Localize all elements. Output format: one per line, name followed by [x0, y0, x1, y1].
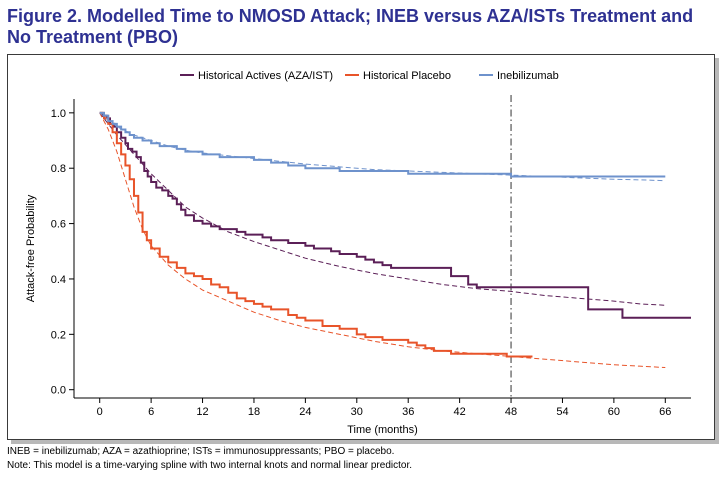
y-tick-label: 0.4 [51, 274, 66, 286]
historical-actives-aza-ist-model-fit-line [99, 112, 666, 306]
series-group [99, 111, 691, 369]
chart-frame: Historical Actives (AZA/IST) Historical P… [7, 54, 715, 440]
legend-label-inebilizumab: Inebilizumab [497, 70, 559, 82]
x-tick-label: 48 [505, 406, 517, 418]
x-axis-title: Time (months) [347, 424, 418, 436]
legend-label-historical-placebo: Historical Placebo [363, 70, 451, 82]
figure-title: Figure 2. Modelled Time to NMOSD Attack;… [7, 6, 694, 47]
footnote-model-note: Note: This model is a time-varying splin… [7, 460, 412, 471]
y-axis-title: Attack-free Probability [25, 194, 37, 302]
y-tick-label: 0.6 [51, 219, 66, 231]
x-tick-label: 36 [402, 406, 414, 418]
x-tick-label: 54 [556, 406, 568, 418]
x-tick-label: 12 [196, 406, 208, 418]
x-tick-label: 42 [454, 406, 466, 418]
y-tick-label: 0.0 [51, 385, 66, 397]
y-ticks: 0.0 0.2 0.4 0.6 0.8 1.0 [51, 108, 74, 397]
x-ticks: 0 6 12 18 24 30 36 42 48 54 60 66 [97, 398, 671, 418]
historical-placebo-model-fit-line [99, 112, 666, 369]
x-tick-label: 6 [148, 406, 154, 418]
x-tick-label: 66 [659, 406, 671, 418]
x-tick-label: 18 [248, 406, 260, 418]
inebilizumab-observed-line [99, 111, 666, 178]
legend-label-historical-actives-aza-ist: Historical Actives (AZA/IST) [198, 70, 333, 82]
survival-chart: Historical Actives (AZA/IST) Historical P… [25, 70, 691, 436]
footnote-abbreviations: INEB = inebilizumab; AZA = azathioprine;… [7, 446, 395, 457]
y-tick-label: 1.0 [51, 108, 66, 120]
x-tick-label: 0 [97, 406, 103, 418]
legend: Historical Actives (AZA/IST) Historical P… [180, 70, 559, 82]
inebilizumab-model-fit-line [99, 112, 666, 182]
axes: 0 6 12 18 24 30 36 42 48 54 60 66 0.0 0.2 0.4 0.6 0.8 1.… [25, 99, 691, 436]
historical-placebo-observed-line [99, 111, 533, 358]
y-tick-label: 0.2 [51, 329, 66, 341]
x-tick-label: 60 [608, 406, 620, 418]
x-tick-label: 24 [299, 406, 311, 418]
y-tick-label: 0.8 [51, 163, 66, 175]
x-tick-label: 30 [351, 406, 363, 418]
historical-actives-aza-ist-observed-line [99, 111, 691, 319]
